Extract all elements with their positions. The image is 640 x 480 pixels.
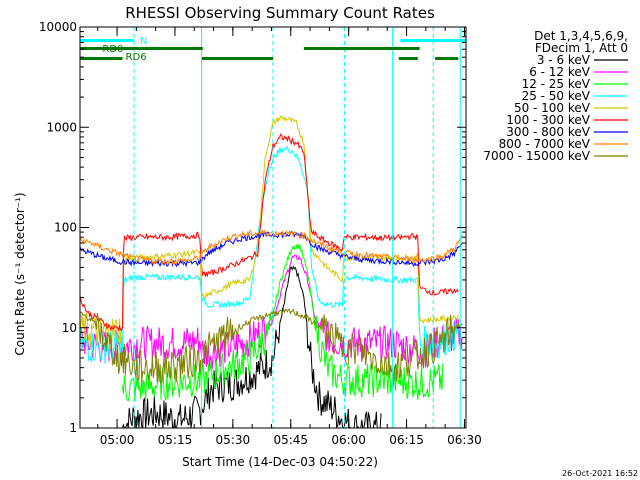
x-tick-label: 05:45 — [273, 433, 308, 447]
y-axis-label: Count Rate (s⁻¹ detector⁻¹) — [13, 192, 27, 355]
x-tick-label: 05:00 — [100, 433, 135, 447]
rd6-interval-bar — [398, 57, 418, 60]
y-tick-label: 1000 — [46, 120, 77, 134]
chart-title: RHESSI Observing Summary Count Rates — [125, 4, 435, 22]
series-group — [80, 115, 463, 428]
series-line — [80, 254, 463, 370]
x-tick-label: 06:00 — [331, 433, 366, 447]
n-interval-bar — [80, 39, 135, 42]
rd0-interval-bar — [80, 47, 203, 50]
legend-entry-label: 50 - 100 keV — [514, 101, 591, 115]
rd6-label: RD6 — [126, 52, 147, 63]
y-tick-label: 100 — [54, 221, 77, 235]
legend-entry-label: 800 - 7000 keV — [499, 137, 591, 151]
timestamp: 26-Oct-2021 16:52 — [562, 469, 638, 478]
rd0-label: RD0 — [102, 44, 123, 55]
y-tick-label: 1 — [69, 421, 77, 435]
rd6-interval-bar — [80, 57, 123, 60]
x-tick-label: 05:15 — [158, 433, 193, 447]
n-interval-bar — [400, 39, 466, 42]
y-tick-label: 10000 — [39, 20, 77, 34]
rd6-interval-bar — [201, 57, 273, 60]
series-line — [80, 115, 459, 350]
legend-entry-label: 3 - 6 keV — [537, 53, 591, 67]
rd6-interval-bar — [435, 57, 459, 60]
legend: Det 1,3,4,5,6,9,FDecim 1, Att 03 - 6 keV… — [483, 29, 628, 163]
x-tick-label: 06:15 — [389, 433, 424, 447]
series-line — [80, 307, 463, 386]
legend-entry-label: 7000 - 15000 keV — [483, 149, 590, 163]
x-axis-label: Start Time (14-Dec-03 04:50:22) — [182, 455, 378, 469]
series-line — [80, 229, 463, 266]
y-tick-label: 10 — [62, 321, 77, 335]
legend-header: Det 1,3,4,5,6,9, — [534, 29, 628, 43]
series-line — [122, 265, 382, 428]
legend-header: FDecim 1, Att 0 — [535, 41, 628, 55]
series-line — [80, 145, 459, 364]
x-tick-label: 05:30 — [216, 433, 251, 447]
legend-entry-label: 100 - 300 keV — [506, 113, 590, 127]
legend-entry-label: 25 - 50 keV — [522, 89, 591, 103]
legend-entry-label: 12 - 25 keV — [522, 77, 591, 91]
x-tick-label: 06:30 — [447, 433, 482, 447]
series-line — [80, 231, 463, 268]
series-line — [80, 133, 459, 332]
rd0-interval-bar — [303, 47, 420, 50]
n-label: N — [140, 36, 147, 47]
legend-entry-label: 300 - 800 keV — [506, 125, 590, 139]
legend-entry-label: 6 - 12 keV — [529, 65, 591, 79]
